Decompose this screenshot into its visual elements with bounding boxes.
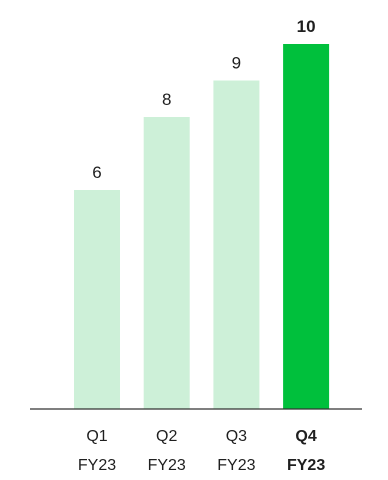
x-tick-label-year-4: FY23 bbox=[287, 457, 325, 474]
value-label-2: 8 bbox=[162, 90, 171, 109]
value-label-1: 6 bbox=[92, 163, 101, 182]
x-tick-label-quarter-4: Q4 bbox=[295, 428, 316, 445]
bar-1 bbox=[74, 190, 120, 409]
x-tick-label-quarter-1: Q1 bbox=[86, 428, 107, 445]
x-tick-labels-group: Q1 FY23 Q2 FY23 Q3 FY23 Q4 FY23 bbox=[78, 428, 325, 474]
x-tick-label-year-3: FY23 bbox=[217, 457, 255, 474]
x-tick-label-quarter-2: Q2 bbox=[156, 428, 177, 445]
x-tick-label-year-2: FY23 bbox=[148, 457, 186, 474]
x-tick-label-quarter-3: Q3 bbox=[226, 428, 247, 445]
bar-4 bbox=[283, 44, 330, 409]
bars-group bbox=[74, 44, 330, 409]
value-label-4: 10 bbox=[297, 17, 316, 36]
x-tick-label-year-1: FY23 bbox=[78, 457, 116, 474]
value-labels-group: 6 8 9 10 bbox=[92, 17, 315, 182]
bar-3 bbox=[213, 80, 260, 409]
value-label-3: 9 bbox=[232, 54, 241, 73]
bar-2 bbox=[143, 117, 190, 409]
